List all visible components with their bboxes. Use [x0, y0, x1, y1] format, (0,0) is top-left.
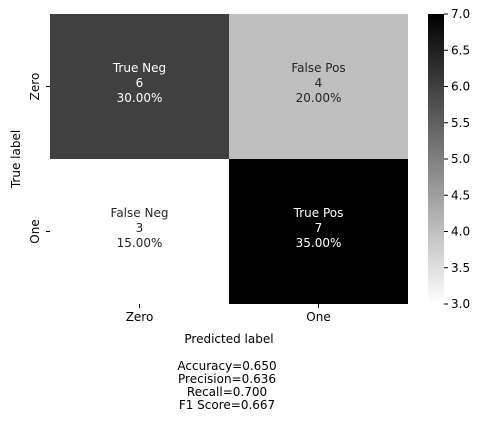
- colorbar-tick-label: 6.0: [451, 80, 470, 94]
- cell-annotation-count: 3: [136, 221, 144, 235]
- cell-annotation-percent: 20.00%: [296, 91, 342, 105]
- y-tick-label: One: [28, 219, 42, 243]
- cell-annotation-label: True Neg: [112, 61, 166, 75]
- colorbar-tick-label: 6.5: [451, 43, 470, 57]
- cell-annotation-percent: 15.00%: [117, 236, 163, 250]
- cell-annotation-label: False Pos: [291, 61, 345, 75]
- y-axis-label: True label: [9, 130, 23, 189]
- colorbar-gradient: [428, 14, 444, 304]
- x-tick-label: One: [306, 310, 330, 324]
- metrics-summary: Accuracy=0.650 Precision=0.636 Recall=0.…: [0, 360, 454, 412]
- recall-text: Recall=0.700: [186, 385, 268, 399]
- heatmap-cell-rect: [50, 159, 229, 304]
- y-tick-label: Zero: [28, 73, 42, 101]
- precision-text: Precision=0.636: [178, 372, 276, 386]
- cell-annotation-label: False Neg: [111, 206, 169, 220]
- colorbar-tick-label: 5.0: [451, 152, 470, 166]
- f1-score-text: F1 Score=0.667: [178, 398, 276, 412]
- colorbar-tick-label: 4.0: [451, 225, 470, 239]
- colorbar-tick-label: 4.5: [451, 188, 470, 202]
- x-tick-label: Zero: [126, 310, 154, 324]
- colorbar: 3.0 3.5 4.0 4.5 5.0 5.5 6.0 6.5 7.0: [428, 7, 470, 311]
- cell-annotation-count: 4: [315, 76, 323, 90]
- x-axis-label: Predicted label: [184, 332, 273, 346]
- heatmap-axes: Zero One Zero One Predicted label True label: [9, 73, 331, 346]
- heatmap-cell-rect: [229, 14, 408, 159]
- heatmap-cell-rect: [229, 159, 408, 304]
- cell-annotation-count: 6: [136, 76, 144, 90]
- heatmap-cell-rect: [50, 14, 229, 159]
- cell-annotation-percent: 35.00%: [296, 236, 342, 250]
- colorbar-tick-label: 3.0: [451, 297, 470, 311]
- cell-annotation-percent: 30.00%: [117, 91, 163, 105]
- colorbar-tick-label: 3.5: [451, 261, 470, 275]
- colorbar-tick-label: 7.0: [451, 7, 470, 21]
- colorbar-tick-label: 5.5: [451, 116, 470, 130]
- accuracy-text: Accuracy=0.650: [177, 359, 277, 373]
- cell-annotation-count: 7: [315, 221, 323, 235]
- cell-annotation-label: True Pos: [293, 206, 344, 220]
